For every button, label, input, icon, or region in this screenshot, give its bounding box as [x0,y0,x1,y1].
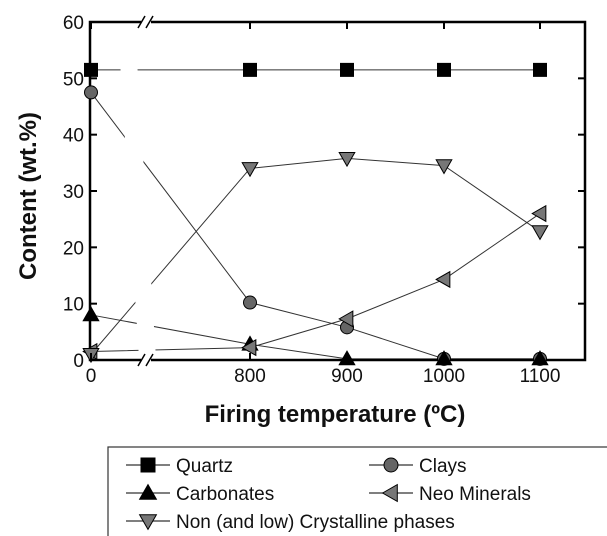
legend-box [107,446,607,536]
data-point-0-1 [243,62,257,77]
data-point-1-1 [243,295,257,310]
x-tick-label-0: 0 [86,366,97,387]
series-line-2 [90,314,540,360]
y-tick-label-4: 40 [63,126,84,147]
y-tick-label-5: 50 [63,69,84,90]
legend-marker-2 [138,483,158,500]
series-line-1 [90,92,540,360]
data-point-1-0 [84,85,98,100]
data-point-4-4 [531,225,549,241]
legend: Quartz Clays Carbonates Neo Minerals Non (an… [107,446,607,536]
y-tick-label-6: 60 [63,13,84,34]
legend-marker-4 [138,514,158,531]
x-tick-label-3: 1000 [423,366,465,387]
data-point-4-3 [435,159,453,175]
y-tick-label-1: 10 [63,295,84,316]
legend-marker-3 [381,483,398,503]
y-tick-label-2: 20 [63,238,84,259]
data-point-0-3 [437,62,451,77]
legend-label-1: Clays [419,456,467,477]
y-tick-label-0: 0 [73,351,84,372]
data-point-0-4 [533,62,547,77]
axis-break-top [141,18,151,26]
legend-label-2: Carbonates [176,484,274,505]
data-point-3-2 [338,310,354,328]
data-point-0-2 [340,62,354,77]
legend-label-4: Non (and low) Crystalline phases [176,512,455,533]
y-tick-label-3: 30 [63,182,84,203]
legend-marker-1 [383,457,399,473]
series-line-4 [90,157,541,355]
data-point-3-1 [241,338,257,357]
x-tick-label-1: 800 [234,366,266,387]
data-point-3-3 [435,270,451,289]
axis-break-bottom [141,356,151,364]
legend-label-3: Neo Minerals [419,484,531,505]
data-point-2-0 [82,306,100,322]
data-point-4-2 [338,151,356,168]
legend-label-0: Quartz [176,456,233,477]
x-tick-label-4: 1100 [520,366,561,387]
series-line-3 [90,213,541,353]
x-tick-label-2: 900 [331,366,363,387]
legend-marker-0 [140,457,156,473]
data-point-0-0 [84,62,98,77]
data-point-3-4 [531,204,547,223]
y-axis-title: Content (wt.%) [15,112,42,280]
data-point-4-1 [241,162,259,178]
x-axis-title: Firing temperature (ºC) [205,401,466,428]
plot-frame [88,20,587,362]
